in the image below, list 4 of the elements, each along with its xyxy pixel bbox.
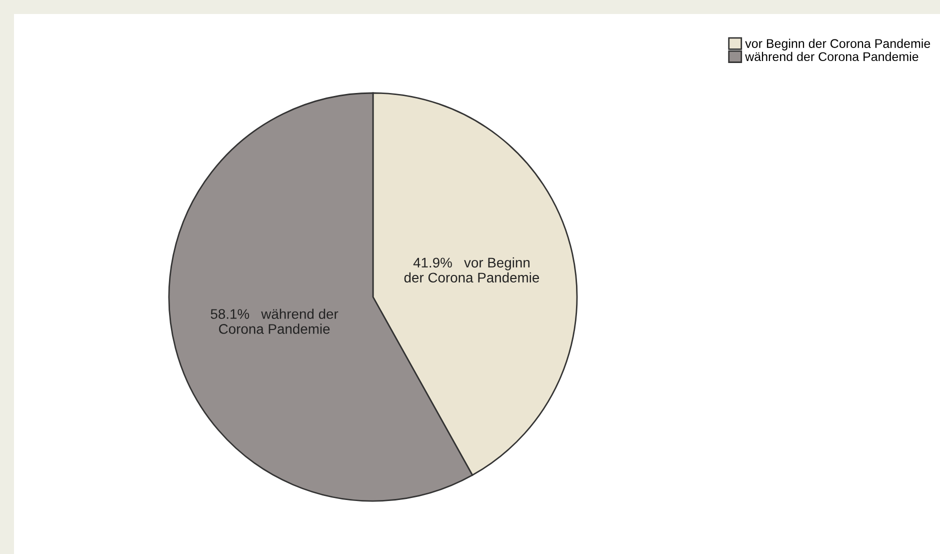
legend-label: vor Beginn der Corona Pandemie — [745, 38, 930, 50]
data-label: 58.1% während der Corona Pandemie — [210, 308, 338, 334]
data-label: 41.9% vor Beginn der Corona Pandemie — [404, 257, 540, 283]
legend-label: während der Corona Pandemie — [745, 52, 918, 62]
